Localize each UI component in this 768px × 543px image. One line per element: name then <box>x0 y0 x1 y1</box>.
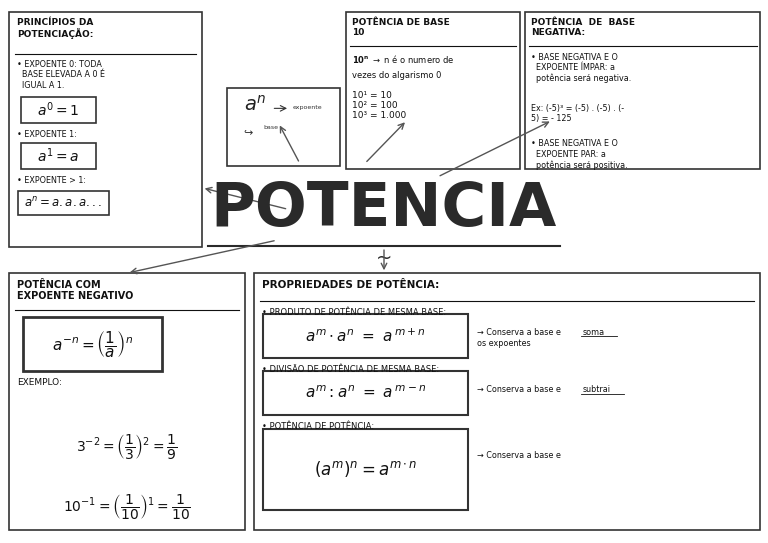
FancyBboxPatch shape <box>9 12 202 247</box>
Text: • DIVISÃO DE POTÊNCIA DE MESMA BASE:: • DIVISÃO DE POTÊNCIA DE MESMA BASE: <box>262 365 439 374</box>
Text: → Conserva a base e: → Conserva a base e <box>478 386 561 394</box>
Text: • BASE NEGATIVA E O
  EXPOENTE PAR: a
  potência será positiva.: • BASE NEGATIVA E O EXPOENTE PAR: a potê… <box>531 139 627 169</box>
Text: EXEMPLO:: EXEMPLO: <box>17 378 61 388</box>
Text: $a^m\cdot a^n\ =\ a^{\,m+n}$: $a^m\cdot a^n\ =\ a^{\,m+n}$ <box>305 327 426 345</box>
Text: → Conserva a base e: → Conserva a base e <box>478 328 561 337</box>
Text: POTENCIA: POTENCIA <box>211 180 557 239</box>
Text: $a^0=1$: $a^0=1$ <box>37 100 79 119</box>
FancyBboxPatch shape <box>346 12 520 169</box>
FancyBboxPatch shape <box>227 88 340 166</box>
Text: expoente: expoente <box>292 105 322 110</box>
Text: 10¹ = 10
10² = 100
10³ = 1.000: 10¹ = 10 10² = 100 10³ = 1.000 <box>352 91 406 121</box>
Text: $3^{-2}=\left(\dfrac{1}{3}\right)^2=\dfrac{1}{9}$: $3^{-2}=\left(\dfrac{1}{3}\right)^2=\dfr… <box>76 432 177 462</box>
FancyBboxPatch shape <box>9 273 245 530</box>
FancyBboxPatch shape <box>263 314 468 358</box>
FancyBboxPatch shape <box>21 97 95 123</box>
Text: $\mathbf{10^n}$ $\rightarrow$ n é o numero de: $\mathbf{10^n}$ $\rightarrow$ n é o nume… <box>352 53 455 65</box>
FancyBboxPatch shape <box>18 191 108 215</box>
Text: → Conserva a base e: → Conserva a base e <box>478 451 561 460</box>
FancyBboxPatch shape <box>525 12 760 169</box>
Text: $\left(a^m\right)^n = a^{m\cdot n}$: $\left(a^m\right)^n = a^{m\cdot n}$ <box>314 459 417 479</box>
FancyBboxPatch shape <box>254 273 760 530</box>
Text: • EXPOENTE 0: TODA
  BASE ELEVADA A 0 É
  IGUAL A 1.: • EXPOENTE 0: TODA BASE ELEVADA A 0 É IG… <box>17 60 104 90</box>
Text: PROPRIEDADES DE POTÊNCIA:: PROPRIEDADES DE POTÊNCIA: <box>262 280 439 289</box>
Text: $a^n$: $a^n$ <box>244 94 266 115</box>
Text: PRINCÍPIOS DA
POTENCIAÇÃO:: PRINCÍPIOS DA POTENCIAÇÃO: <box>17 17 93 39</box>
Text: $a^1= a$: $a^1= a$ <box>37 147 79 165</box>
Text: os expoentes: os expoentes <box>478 339 531 348</box>
Text: • EXPOENTE 1:: • EXPOENTE 1: <box>17 130 77 139</box>
Text: subtrai: subtrai <box>583 386 611 394</box>
FancyBboxPatch shape <box>263 429 468 510</box>
FancyBboxPatch shape <box>23 318 162 371</box>
FancyBboxPatch shape <box>263 371 468 415</box>
Text: $a^m : a^n\ =\ a^{\,m-n}$: $a^m : a^n\ =\ a^{\,m-n}$ <box>305 385 426 401</box>
Text: • BASE NEGATIVA E O
  EXPOENTE ÍMPAR: a
  potência será negativa.: • BASE NEGATIVA E O EXPOENTE ÍMPAR: a po… <box>531 53 631 83</box>
Text: • POTÊNCIA DE POTÊNCIA:: • POTÊNCIA DE POTÊNCIA: <box>262 422 374 431</box>
Text: $a^n = a.a.a...$: $a^n = a.a.a...$ <box>25 196 102 210</box>
Text: ~: ~ <box>376 249 392 268</box>
Text: vezes do algarismo 0: vezes do algarismo 0 <box>352 71 442 79</box>
Text: POTÊNCIA DE BASE
10: POTÊNCIA DE BASE 10 <box>352 17 449 37</box>
Text: • EXPOENTE > 1:: • EXPOENTE > 1: <box>17 176 86 185</box>
Text: $\hookrightarrow$: $\hookrightarrow$ <box>241 127 254 137</box>
Text: $10^{-1}=\left(\dfrac{1}{10}\right)^1=\dfrac{1}{10}$: $10^{-1}=\left(\dfrac{1}{10}\right)^1=\d… <box>63 492 190 521</box>
Text: $a^{-n}= \left(\dfrac{1}{a}\right)^n$: $a^{-n}= \left(\dfrac{1}{a}\right)^n$ <box>52 330 133 359</box>
Text: POTÊNCIA  DE  BASE
NEGATIVA:: POTÊNCIA DE BASE NEGATIVA: <box>531 17 635 37</box>
Text: POTÊNCIA COM 
EXPOENTE NEGATIVO: POTÊNCIA COM EXPOENTE NEGATIVO <box>17 280 133 301</box>
Text: base: base <box>264 124 279 130</box>
Text: Ex: (-5)³ = (-5) . (-5) . (-
5) = - 125: Ex: (-5)³ = (-5) . (-5) . (- 5) = - 125 <box>531 104 624 123</box>
FancyBboxPatch shape <box>21 143 95 169</box>
Text: soma: soma <box>583 328 605 337</box>
Text: • PRODUTO DE POTÊNCIA DE MESMA BASE:: • PRODUTO DE POTÊNCIA DE MESMA BASE: <box>262 308 445 317</box>
